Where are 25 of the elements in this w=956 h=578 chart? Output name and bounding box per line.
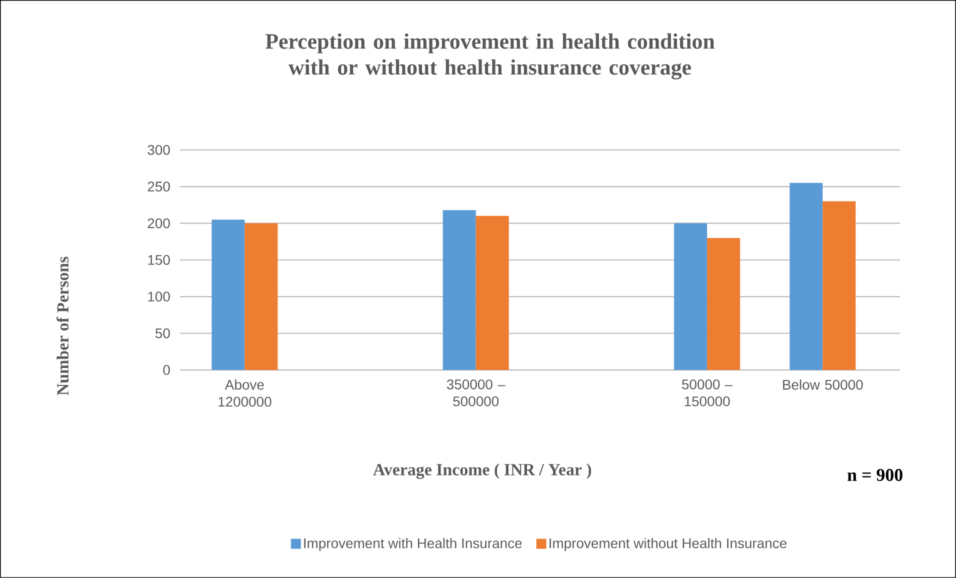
legend-label: Improvement without Health Insurance [550, 538, 786, 552]
x-tick-label: 50000 – 150000 [682, 380, 733, 406]
bar [707, 238, 740, 370]
bar [790, 182, 823, 370]
x-tick-label: Above 1200000 [218, 380, 272, 407]
text: n = 900 [848, 468, 902, 482]
bar [476, 216, 509, 370]
bar [674, 223, 708, 370]
y-axis-title: Number of Persons [56, 256, 69, 396]
y-tick-label: 250 [148, 182, 170, 192]
x-tick-label: 350000 – 500000 [446, 380, 506, 406]
chart-title: Perception on improvement in health condition with or without health insurance coverage [265, 33, 715, 80]
y-tick-label: 50 [155, 328, 170, 338]
y-tick-label: 200 [148, 218, 170, 228]
y-tick-label: 0 [163, 365, 170, 375]
bar [212, 220, 245, 370]
x-tick-label: Below 50000 [783, 380, 863, 390]
bar [822, 201, 856, 370]
y-tick-label: 300 [148, 145, 170, 155]
y-tick-label: 100 [148, 292, 170, 302]
bar [442, 210, 476, 370]
bar [244, 223, 278, 370]
x-axis-title: Average Income ( INR / Year ) [373, 463, 592, 479]
y-tick-label: 150 [148, 255, 170, 265]
legend-label: Improvement with Health Insurance [304, 538, 522, 552]
